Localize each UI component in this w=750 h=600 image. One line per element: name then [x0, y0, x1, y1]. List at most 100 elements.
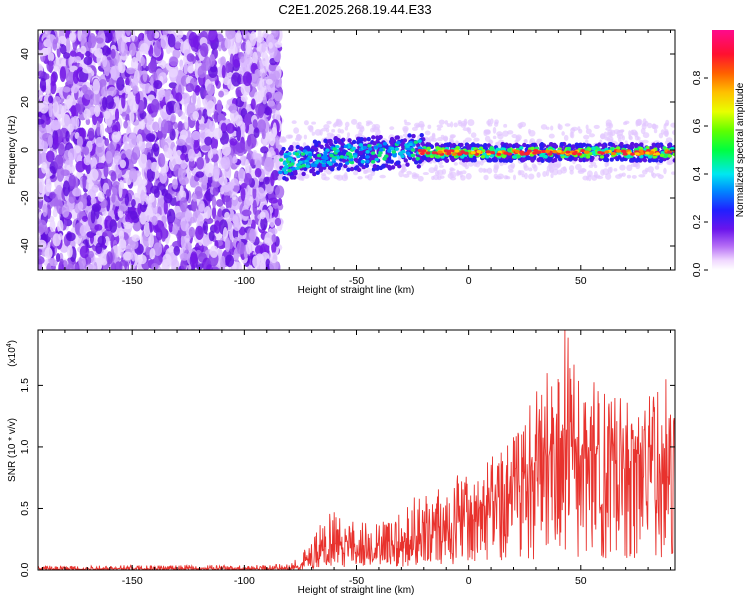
- colorbar-tick-label: 0.0: [691, 263, 703, 278]
- noise-blob: [140, 189, 145, 206]
- noise-blob: [109, 219, 118, 233]
- colorbar-tick-label: 0.6: [691, 119, 703, 134]
- background-speckle: [441, 168, 447, 175]
- noise-blob: [174, 41, 181, 50]
- noise-blob: [46, 262, 52, 270]
- background-speckle: [463, 118, 468, 126]
- signal-band-blob: [571, 144, 576, 149]
- background-speckle: [406, 170, 412, 175]
- noise-blob: [65, 130, 70, 142]
- background-speckle: [294, 137, 302, 142]
- noise-blob: [198, 200, 205, 213]
- noise-blob: [135, 90, 141, 105]
- noise-blob: [220, 155, 231, 170]
- noise-blob: [212, 127, 223, 140]
- noise-blob: [52, 101, 60, 117]
- noise-blob: [163, 193, 173, 204]
- signal-peak-blob: [514, 149, 520, 154]
- signal-band-blob: [378, 134, 383, 140]
- noise-blob: [56, 199, 64, 215]
- signal-core-blob: [298, 160, 303, 165]
- signal-band-blob: [605, 152, 610, 158]
- signal-core-blob: [519, 146, 524, 150]
- signal-peak-blob: [552, 150, 558, 154]
- noise-blob: [41, 47, 49, 57]
- noise-blob: [228, 103, 238, 114]
- noise-blob: [70, 105, 77, 117]
- noise-blob: [89, 168, 99, 181]
- noise-blob: [172, 178, 178, 190]
- noise-blob: [180, 153, 187, 161]
- noise-blob: [79, 224, 87, 237]
- background-speckle: [552, 168, 559, 176]
- noise-blob: [163, 144, 168, 152]
- signal-band-blob: [349, 166, 355, 172]
- signal-band-blob: [351, 139, 357, 145]
- noise-blob: [194, 85, 200, 96]
- noise-blob: [240, 42, 247, 52]
- signal-band-blob: [338, 162, 343, 167]
- noise-blob: [142, 82, 152, 94]
- signal-band-blob: [341, 158, 347, 163]
- noise-blob: [209, 120, 216, 132]
- background-speckle: [494, 119, 499, 125]
- background-speckle: [461, 161, 468, 167]
- background-speckle: [449, 171, 457, 178]
- noise-blob: [211, 266, 219, 270]
- noise-blob: [192, 91, 197, 105]
- noise-blob: [191, 130, 201, 141]
- noise-blob: [224, 181, 235, 191]
- background-speckle: [511, 133, 518, 139]
- signal-band-blob: [330, 167, 335, 172]
- noise-blob: [169, 56, 179, 67]
- background-speckle: [326, 120, 332, 125]
- noise-blob: [103, 110, 111, 120]
- noise-blob: [211, 206, 217, 220]
- noise-blob: [189, 253, 199, 269]
- noise-blob: [226, 71, 233, 78]
- background-speckle: [581, 168, 587, 173]
- background-speckle: [550, 125, 554, 131]
- noise-blob: [265, 258, 271, 270]
- signal-band-blob: [552, 157, 558, 163]
- noise-blob: [269, 134, 276, 147]
- signal-peak-blob: [457, 152, 463, 156]
- noise-blob: [100, 123, 105, 138]
- background-speckle: [663, 167, 667, 175]
- noise-blob: [153, 40, 162, 57]
- signal-core-blob: [282, 161, 288, 166]
- signal-core-blob: [506, 148, 512, 152]
- noise-blob: [95, 242, 103, 255]
- signal-core-blob: [281, 167, 287, 172]
- signal-band-blob: [359, 162, 364, 167]
- noise-blob: [101, 86, 108, 98]
- noise-blob: [114, 261, 123, 270]
- background-speckle: [277, 174, 283, 181]
- background-speckle: [637, 136, 641, 141]
- background-speckle: [548, 162, 553, 170]
- signal-core-blob: [316, 153, 322, 158]
- noise-blob: [118, 203, 128, 212]
- background-speckle: [560, 166, 568, 174]
- signal-peak-blob: [597, 150, 603, 155]
- noise-blob: [60, 44, 67, 55]
- noise-blob: [120, 40, 125, 54]
- noise-blob: [173, 245, 181, 256]
- signal-core-blob: [382, 157, 387, 161]
- signal-core-blob: [306, 157, 311, 161]
- background-speckle: [434, 164, 438, 172]
- background-speckle: [450, 176, 457, 181]
- noise-blob: [102, 45, 110, 57]
- background-speckle: [586, 170, 593, 178]
- noise-blob: [117, 220, 122, 229]
- signal-band-blob: [634, 144, 639, 149]
- noise-blob: [102, 96, 108, 110]
- noise-blob: [252, 186, 257, 199]
- noise-blob: [193, 139, 200, 154]
- signal-band-blob: [502, 143, 507, 149]
- noise-blob: [86, 195, 92, 207]
- noise-blob: [84, 89, 94, 100]
- noise-blob: [242, 71, 252, 87]
- noise-blob: [275, 135, 280, 149]
- noise-blob: [272, 154, 282, 171]
